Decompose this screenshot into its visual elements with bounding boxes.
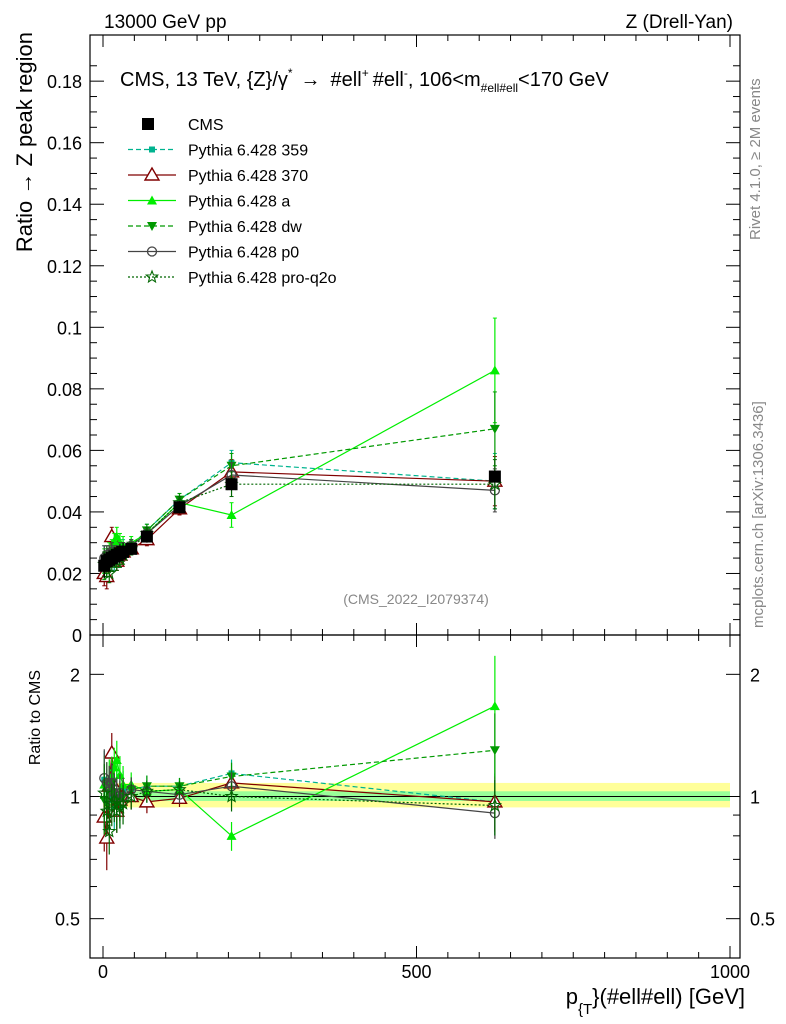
ratio-point-pro — [224, 789, 239, 803]
x-title-sub: {T — [578, 1001, 592, 1018]
main-y-axis-title: Ratio → Z peak region — [12, 32, 37, 252]
legend-label-p0: Pythia 6.428 p0 — [188, 245, 299, 262]
ratio-point-pro — [124, 788, 139, 803]
ratio-point-a — [489, 701, 500, 711]
y-tick-label: 0.12 — [47, 257, 82, 277]
x-title-p: p — [566, 984, 578, 1009]
y-tick-label: 0.14 — [47, 195, 82, 215]
cms-data-point — [140, 530, 153, 543]
cms-data-point — [117, 545, 130, 558]
series-line-dw — [103, 428, 495, 568]
x-tick-label: 0 — [98, 962, 108, 982]
legend-marker-p0 — [146, 246, 158, 257]
ratio-point-dw — [489, 746, 500, 756]
legend-marker-cms — [142, 118, 154, 130]
y-tick-label: 0.16 — [47, 134, 82, 154]
ratio-y-tick-label: 1 — [70, 788, 80, 808]
series-line-p0 — [103, 474, 495, 559]
ratio-y-tick-label: 2 — [70, 665, 80, 685]
ratio-y-tick-label: 0.5 — [55, 910, 80, 930]
ratio-point-pro — [112, 799, 128, 814]
legend-label-cms: CMS — [188, 117, 224, 134]
legend-marker-a — [147, 195, 157, 205]
ratio-point-pro — [102, 824, 117, 838]
legend-label-359: Pythia 6.428 359 — [188, 143, 308, 160]
point-a — [111, 531, 122, 541]
cms-data-point — [173, 501, 186, 514]
legend-label-dw: Pythia 6.428 dw — [188, 219, 302, 236]
point-a — [226, 510, 237, 519]
y-tick-label: 0.04 — [47, 503, 82, 523]
ratio-point-pro — [104, 796, 119, 810]
x-tick-label: 500 — [401, 962, 431, 982]
y-tick-label: 0 — [72, 626, 82, 646]
point-a — [489, 365, 500, 375]
cms-data-point — [488, 470, 501, 483]
cms-data-point — [125, 542, 138, 555]
ratio-point-pro — [109, 803, 124, 818]
series-line-370 — [103, 471, 495, 578]
y-tick-label: 0.08 — [47, 380, 82, 400]
cms-data-point — [225, 478, 238, 491]
ratio-point-a — [226, 830, 237, 840]
legend-marker-pro — [144, 269, 160, 284]
ratio-y-tick-label-right: 0.5 — [750, 910, 775, 930]
ratio-point-pro — [139, 783, 155, 798]
legend-marker-370 — [143, 166, 161, 181]
ratio-point-pro — [487, 798, 503, 812]
legend-marker-dw — [147, 222, 157, 231]
y-tick-label: 0.06 — [47, 441, 82, 461]
analysis-id: (CMS_2022_I2079374) — [343, 591, 489, 607]
ratio-point-pro — [107, 792, 122, 807]
y-tick-label: 0.02 — [47, 564, 82, 584]
ratio-y-tick-label-right: 2 — [750, 665, 760, 685]
legend-label-a: Pythia 6.428 a — [188, 194, 290, 211]
legend-marker-359 — [149, 146, 155, 153]
ratio-line-a — [103, 705, 496, 837]
point-dw — [489, 424, 500, 434]
y-tick-label: 0.1 — [57, 318, 82, 338]
ratio-y-axis-title: Ratio to CMS — [27, 670, 44, 765]
x-axis-title: p{T}(#ell#ell) [GeV] — [566, 984, 745, 1018]
ratio-point-pro — [97, 785, 112, 800]
x-tick-label: 1000 — [710, 962, 750, 982]
x-title-rest: }(#ell#ell) [GeV] — [592, 984, 745, 1009]
y-tick-label: 0.18 — [47, 72, 82, 92]
rivet-label: Rivet 4.1.0, ≥ 2M events — [747, 78, 764, 240]
legend-label-370: Pythia 6.428 370 — [188, 168, 308, 185]
ratio-point-a — [111, 755, 122, 765]
series-line-a — [103, 369, 496, 562]
series-line-pro — [103, 483, 495, 576]
process-label: Z (Drell-Yan) — [626, 12, 733, 33]
energy-label: 13000 GeV pp — [104, 12, 227, 33]
legend-label-pro: Pythia 6.428 pro-q2o — [188, 270, 337, 287]
ratio-point-pro — [172, 782, 187, 796]
plot-title: CMS, 13 TeV, {Z}/γ* → #ell+ #ell-, 106<m#el… — [120, 66, 609, 95]
ratio-point-370 — [98, 829, 115, 844]
mcplots-label: mcplots.cern.ch [arXiv:1306.3436] — [750, 401, 767, 628]
ratio-y-tick-label-right: 1 — [750, 788, 760, 808]
